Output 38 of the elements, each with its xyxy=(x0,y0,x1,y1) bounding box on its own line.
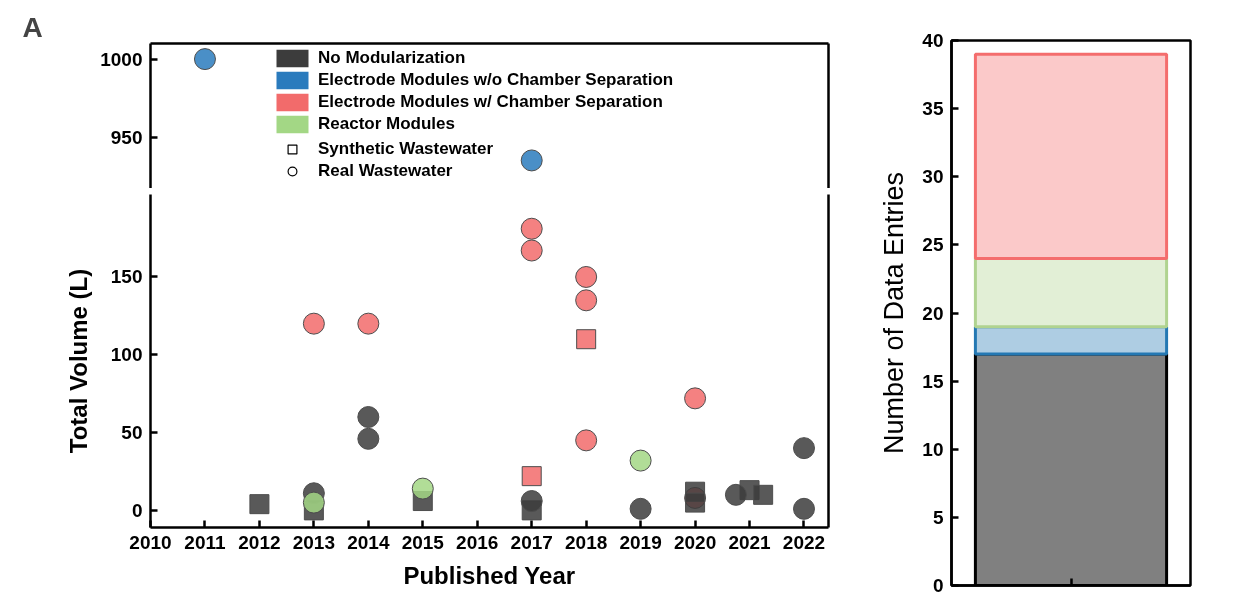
y-tick-label: 15 xyxy=(922,370,944,392)
y-tick-label: 1000 xyxy=(100,48,143,70)
y-axis-title: Total Volume (L) xyxy=(64,268,92,454)
x-tick-label: 2019 xyxy=(619,531,662,553)
x-tick-label: 2013 xyxy=(292,531,336,553)
y-tick-label: 30 xyxy=(922,166,944,188)
y-tick-label: 150 xyxy=(110,266,143,288)
y-tick-label: 50 xyxy=(121,422,143,444)
y-tick-label: 35 xyxy=(922,98,944,120)
legend-label: Synthetic Wastewater xyxy=(318,138,494,160)
x-tick-label: 2017 xyxy=(510,531,553,553)
x-tick-label: 2018 xyxy=(565,531,608,553)
legend-label: Electrode Modules w/ Chamber Separation xyxy=(318,91,663,113)
y-tick-label: 100 xyxy=(110,344,143,366)
x-tick-label: 2021 xyxy=(728,531,772,553)
x-tick-label: 2014 xyxy=(347,531,390,553)
chart-title: A xyxy=(22,11,43,43)
y-tick-label: 25 xyxy=(922,234,944,256)
legend-label: No Modularization xyxy=(318,47,466,69)
x-tick-label: 2022 xyxy=(782,531,826,553)
legend-label: Electrode Modules w/o Chamber Separation xyxy=(318,69,674,91)
x-tick-label: 2012 xyxy=(238,531,281,553)
y-tick-label: 0 xyxy=(131,499,143,521)
y-tick-label: 20 xyxy=(922,302,944,324)
y-axis-title: Number of Data Entries xyxy=(879,171,910,455)
y-tick-label: 10 xyxy=(922,438,944,460)
x-axis-title: Published Year xyxy=(403,561,576,589)
y-tick-label: 950 xyxy=(110,126,143,148)
x-tick-label: 2020 xyxy=(673,531,717,553)
y-tick-label: 5 xyxy=(932,506,944,528)
y-tick-label: 0 xyxy=(932,575,944,596)
legend-label: Real Wastewater xyxy=(318,160,453,182)
x-tick-label: 2010 xyxy=(129,531,172,553)
x-tick-label: 2015 xyxy=(401,531,445,553)
y-tick-label: 40 xyxy=(922,30,944,51)
x-tick-label: 2011 xyxy=(184,531,226,553)
x-tick-label: 2016 xyxy=(456,531,499,553)
legend-label: Reactor Modules xyxy=(318,113,455,135)
